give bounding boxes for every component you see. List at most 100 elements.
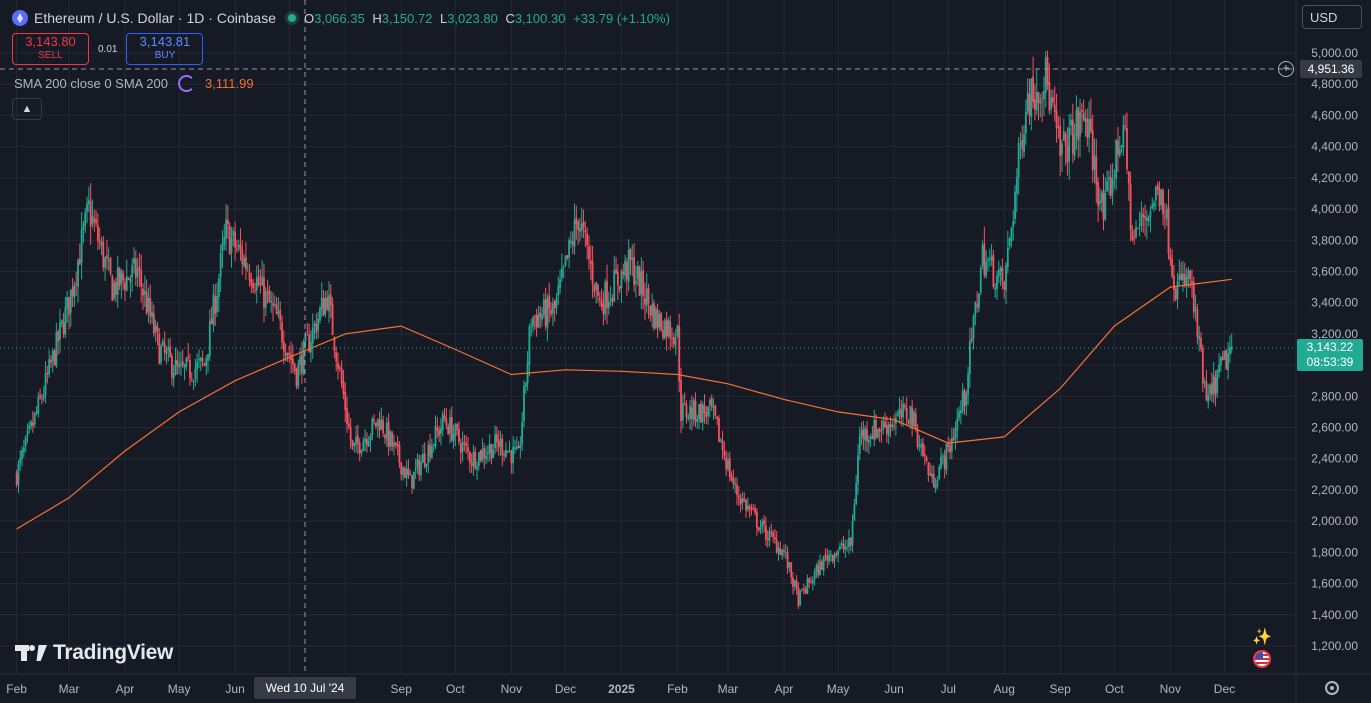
candle-body: [622, 271, 625, 275]
candle-body: [465, 442, 468, 446]
candle-body: [223, 236, 226, 245]
x-tick-label: Nov: [1160, 682, 1181, 696]
loading-icon: [177, 75, 195, 92]
add-alert-icon[interactable]: +: [1278, 61, 1294, 77]
candle-body: [331, 304, 334, 336]
sell-button[interactable]: 3,143.80 SELL: [12, 33, 89, 65]
indicator-label: SMA 200 close 0 SMA 200: [14, 76, 168, 91]
candle-body: [405, 468, 408, 478]
x-tick-label: Jun: [225, 682, 244, 696]
candle-body: [452, 433, 455, 442]
candle-body: [602, 304, 605, 314]
candle-body: [185, 358, 188, 368]
candle-body: [111, 275, 114, 301]
candle-body: [885, 425, 888, 434]
candle-body: [77, 260, 79, 287]
tradingview-logo[interactable]: TradingView: [15, 641, 173, 665]
candle-body: [338, 367, 341, 369]
candle-body: [261, 276, 264, 286]
candle-body: [763, 520, 765, 525]
symbol-title[interactable]: Ethereum / U.S. Dollar · 1D · Coinbase: [34, 10, 276, 26]
candle-body: [1124, 125, 1127, 127]
candle-body: [264, 291, 267, 308]
candle-body: [230, 238, 233, 253]
candle-body: [50, 359, 52, 363]
candle-body: [696, 419, 699, 423]
price-axis: 1,200.00 1,400.00 1,600.00 1,800.00 2,000.00…: [1311, 46, 1358, 653]
candle-body: [297, 363, 300, 388]
candle-body: [730, 475, 733, 481]
candle-body: [310, 342, 312, 353]
candle-body: [589, 260, 592, 264]
candle-body: [326, 297, 329, 309]
candle-body: [315, 323, 318, 333]
candle-body: [503, 454, 506, 456]
candle-body: [766, 538, 769, 540]
candle-body: [541, 314, 543, 320]
candle-body: [1187, 270, 1190, 280]
y-tick-label: 1,800.00: [1311, 545, 1358, 559]
candle-body: [1201, 348, 1204, 384]
candle-body: [470, 463, 473, 466]
candle-body: [963, 390, 966, 406]
indicator-value: 3,111.99: [204, 76, 254, 91]
candle-body: [1061, 143, 1063, 155]
candle-body: [1214, 377, 1217, 396]
us-flag-icon[interactable]: [1253, 650, 1271, 668]
settings-gear-icon[interactable]: [1325, 681, 1339, 695]
candle-body: [712, 406, 715, 408]
candle-body: [1158, 188, 1161, 207]
candle-body: [1225, 350, 1228, 370]
candle-body: [21, 450, 23, 459]
candle-body: [232, 230, 235, 237]
candle-body: [142, 288, 144, 296]
x-tick-label: 2025: [608, 682, 635, 696]
candle-body: [322, 298, 325, 316]
collapse-legend-button[interactable]: ▲: [12, 98, 42, 120]
candle-body: [1126, 128, 1128, 170]
brand-name: TradingView: [53, 641, 174, 664]
candle-body: [394, 442, 397, 445]
candle-body: [1230, 346, 1233, 350]
candle-body: [300, 354, 303, 373]
candle-body: [994, 287, 997, 290]
candle-body: [528, 326, 531, 365]
candle-body: [492, 449, 495, 459]
candle-body: [194, 368, 197, 380]
buy-button[interactable]: 3,143.81 BUY: [126, 33, 204, 65]
candle-body: [705, 412, 708, 418]
y-tick-label: 4,400.00: [1311, 140, 1358, 154]
indicator-legend[interactable]: SMA 200 close 0 SMA 200 3,111.99: [14, 75, 254, 92]
candle-body: [683, 403, 686, 405]
candle-body: [84, 212, 87, 226]
candle-body: [990, 256, 993, 261]
candle-body: [591, 261, 594, 284]
candle-body: [1108, 177, 1110, 180]
candle-body: [1136, 227, 1139, 229]
candle-body: [329, 294, 332, 306]
candle-body: [104, 257, 107, 268]
candle-body: [1140, 213, 1143, 227]
candle-body: [494, 434, 496, 449]
sparkle-icon[interactable]: ✨: [1252, 629, 1272, 646]
candle-body: [649, 305, 652, 316]
candle-body: [553, 300, 556, 309]
candle-body: [430, 446, 433, 458]
candle-body: [676, 324, 679, 337]
candle-body: [598, 298, 601, 300]
candle-body: [764, 525, 767, 540]
candle-body: [1113, 175, 1116, 177]
candle-body: [848, 537, 850, 547]
candle-body: [754, 508, 756, 513]
candle-body: [849, 537, 852, 546]
currency-selector[interactable]: USD: [1302, 5, 1362, 29]
candle-body: [748, 506, 751, 510]
candle-body: [866, 429, 868, 442]
candle-body: [1200, 337, 1202, 350]
candle-body: [380, 418, 383, 430]
candle-body: [1077, 107, 1080, 140]
candle-body: [201, 358, 204, 362]
candle-body: [651, 304, 654, 317]
candle-body: [1138, 225, 1141, 227]
